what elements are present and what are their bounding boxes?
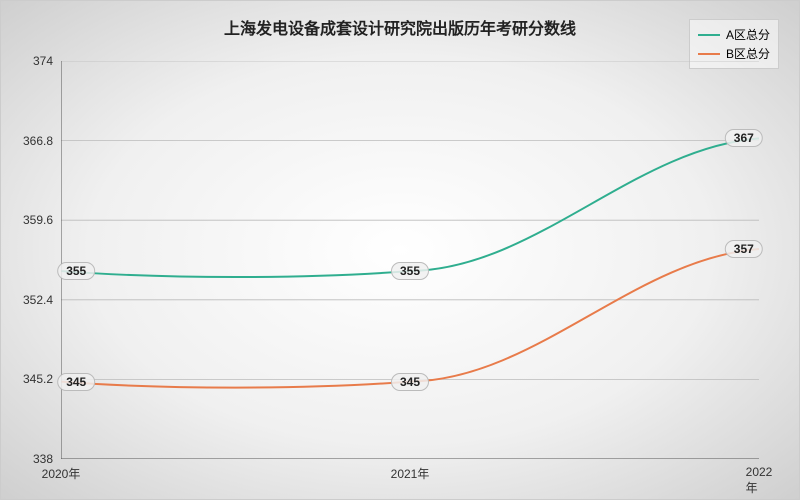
legend-label-a: A区总分 [726, 26, 770, 43]
x-tick-label: 2020年 [42, 459, 81, 482]
data-point-label: 367 [725, 129, 763, 147]
data-point-label: 355 [391, 262, 429, 280]
x-tick-label: 2022年 [746, 459, 773, 496]
legend-swatch-a [698, 34, 720, 36]
plot-svg [61, 61, 759, 459]
grid [61, 61, 759, 459]
legend-item-a: A区总分 [698, 26, 770, 43]
legend-swatch-b [698, 53, 720, 55]
chart-container: 上海发电设备成套设计研究院出版历年考研分数线 A区总分 B区总分 338345.… [0, 0, 800, 500]
legend-item-b: B区总分 [698, 45, 770, 62]
data-point-label: 355 [57, 262, 95, 280]
data-point-label: 357 [725, 240, 763, 258]
y-tick-label: 366.8 [23, 134, 61, 148]
y-tick-label: 374 [33, 54, 61, 68]
x-tick-label: 2021年 [391, 459, 430, 482]
y-tick-label: 359.6 [23, 213, 61, 227]
y-tick-label: 352.4 [23, 293, 61, 307]
data-point-label: 345 [391, 373, 429, 391]
plot-area: 338345.2352.4359.6366.8374 2020年2021年202… [61, 61, 759, 459]
legend-label-b: B区总分 [726, 45, 770, 62]
data-point-label: 345 [57, 373, 95, 391]
y-tick-label: 345.2 [23, 372, 61, 386]
chart-title: 上海发电设备成套设计研究院出版历年考研分数线 [224, 15, 576, 39]
series-line [61, 138, 759, 277]
